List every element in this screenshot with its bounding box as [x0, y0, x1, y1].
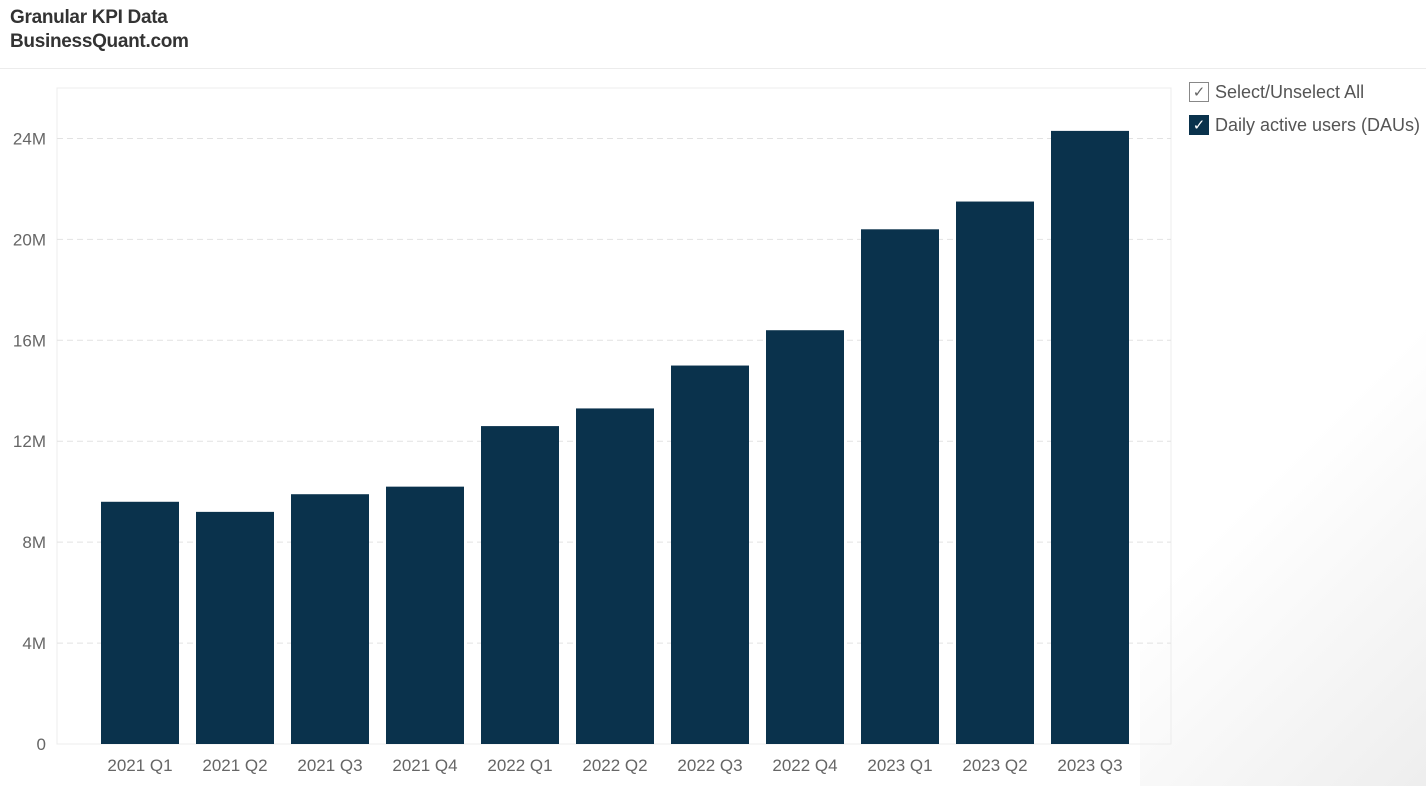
legend: ✓ Select/Unselect All ✓ Daily active use… — [1189, 80, 1420, 146]
select-all-toggle[interactable]: ✓ Select/Unselect All — [1189, 80, 1420, 104]
x-tick-label: 2022 Q4 — [772, 756, 837, 775]
x-tick-label: 2023 Q2 — [962, 756, 1027, 775]
bar[interactable] — [766, 330, 844, 744]
background-fade — [1140, 300, 1426, 786]
bar[interactable] — [671, 365, 749, 744]
y-tick-label: 24M — [13, 129, 46, 148]
chart-title: Granular KPI Data — [10, 7, 168, 28]
y-tick-label: 16M — [13, 331, 46, 350]
x-tick-label: 2023 Q1 — [867, 756, 932, 775]
bar[interactable] — [1051, 130, 1129, 744]
y-tick-label: 20M — [13, 230, 46, 249]
y-tick-label: 12M — [13, 432, 46, 451]
y-tick-label: 4M — [22, 634, 46, 653]
legend-item-daus[interactable]: ✓ Daily active users (DAUs) — [1189, 113, 1420, 137]
bar[interactable] — [386, 486, 464, 744]
checkbox-icon[interactable]: ✓ — [1189, 82, 1209, 102]
bar[interactable] — [956, 201, 1034, 745]
checkbox-checked-icon[interactable]: ✓ — [1189, 115, 1209, 135]
x-tick-label: 2021 Q2 — [202, 756, 267, 775]
bar[interactable] — [291, 494, 369, 744]
x-tick-label: 2022 Q2 — [582, 756, 647, 775]
x-tick-label: 2022 Q3 — [677, 756, 742, 775]
chart-header: Granular KPI Data BusinessQuant.com — [0, 0, 1426, 69]
x-tick-label: 2021 Q3 — [297, 756, 362, 775]
chart-source: BusinessQuant.com — [10, 31, 189, 52]
x-tick-label: 2021 Q4 — [392, 756, 457, 775]
select-all-label: Select/Unselect All — [1215, 81, 1365, 102]
y-tick-label: 0 — [37, 735, 46, 754]
x-tick-label: 2022 Q1 — [487, 756, 552, 775]
bar[interactable] — [576, 408, 654, 744]
bar[interactable] — [196, 511, 274, 744]
y-tick-label: 8M — [22, 533, 46, 552]
bar[interactable] — [861, 229, 939, 745]
bar[interactable] — [101, 501, 179, 744]
x-tick-label: 2023 Q3 — [1057, 756, 1122, 775]
bar[interactable] — [481, 426, 559, 744]
x-tick-label: 2021 Q1 — [107, 756, 172, 775]
legend-label-daus: Daily active users (DAUs) — [1215, 114, 1421, 135]
